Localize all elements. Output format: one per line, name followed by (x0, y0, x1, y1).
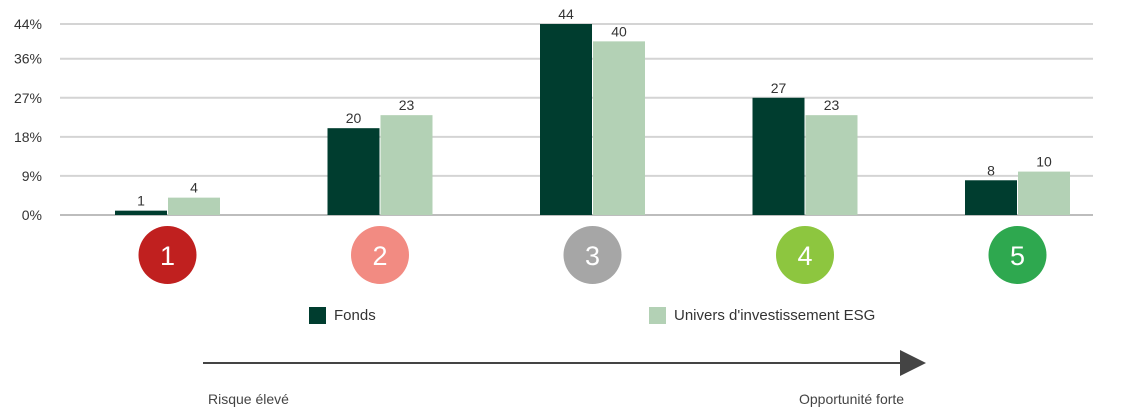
category-label: 1 (160, 241, 175, 271)
legend-label-fonds: Fonds (334, 307, 376, 324)
scale-label-right: Opportunité forte (799, 391, 905, 407)
bar-fonds-3 (540, 24, 592, 215)
bar-univers-5 (1018, 171, 1070, 215)
value-label: 23 (399, 97, 415, 113)
value-label: 1 (137, 193, 145, 209)
scale-arrow-head (900, 350, 926, 376)
category-circle-4 (776, 226, 834, 284)
bar-univers-2 (380, 115, 433, 215)
category-circle-1 (138, 226, 197, 284)
y-tick-label: 9% (22, 168, 42, 184)
bars (115, 24, 1070, 216)
y-tick-label: 44% (14, 16, 42, 32)
bar-univers-1 (168, 197, 220, 215)
legend-item-fonds: Fonds (309, 307, 376, 324)
value-label: 23 (824, 97, 840, 113)
value-labels: 1 4 20 23 44 40 27 23 8 10 (137, 6, 1052, 209)
bar-univers-4 (805, 115, 858, 215)
value-label: 10 (1036, 154, 1052, 170)
bar-fonds-5 (965, 180, 1017, 215)
y-tick-label: 27% (14, 90, 42, 106)
legend-label-univers: Univers d'investissement ESG (674, 307, 876, 324)
value-label: 4 (190, 180, 198, 196)
bar-fonds-1 (115, 210, 167, 215)
scale-label-left: Risque élevé (208, 391, 289, 407)
category-circle-2 (351, 226, 409, 284)
value-label: 8 (987, 162, 995, 178)
y-axis-ticks: 0% 9% 18% 27% 36% 44% (14, 16, 42, 223)
scale-arrow (203, 350, 926, 376)
y-tick-label: 18% (14, 129, 42, 145)
category-label: 5 (1010, 241, 1025, 271)
bar-fonds-4 (752, 97, 805, 215)
value-label: 40 (611, 23, 627, 39)
category-circles: 1 2 3 4 5 (138, 226, 1047, 284)
category-label: 3 (585, 241, 600, 271)
category-label: 4 (797, 241, 812, 271)
bar-fonds-2 (327, 128, 380, 215)
legend-swatch-univers (649, 307, 666, 324)
category-circle-5 (988, 226, 1047, 284)
legend-swatch-fonds (309, 307, 326, 324)
legend-item-univers: Univers d'investissement ESG (649, 307, 875, 324)
value-label: 20 (346, 110, 362, 126)
value-label: 27 (771, 80, 787, 96)
y-tick-label: 0% (22, 207, 42, 223)
category-circle-3 (563, 226, 622, 284)
category-label: 2 (372, 241, 387, 271)
y-tick-label: 36% (14, 51, 42, 67)
value-label: 44 (558, 6, 574, 22)
bar-univers-3 (593, 41, 645, 216)
